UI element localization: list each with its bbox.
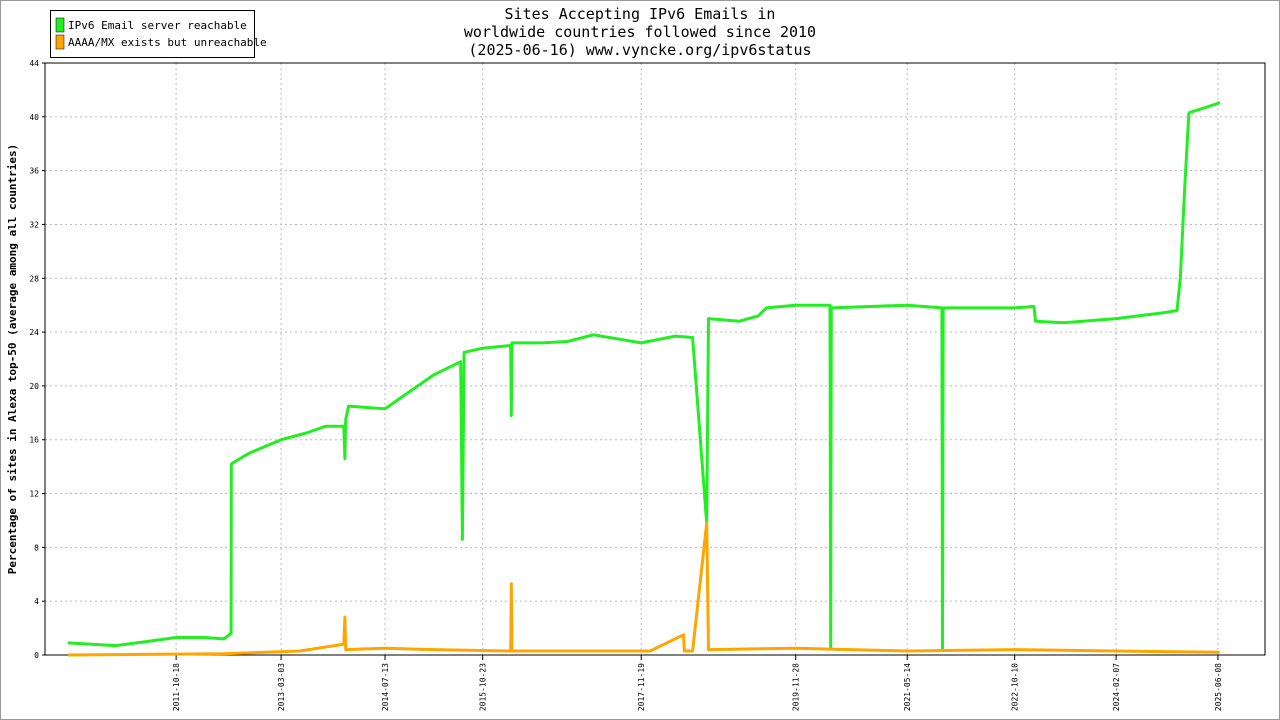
y-tick-label: 36 xyxy=(29,167,39,176)
y-tick-label: 44 xyxy=(29,59,39,68)
data-line xyxy=(67,100,1221,650)
x-tick-label: 2024-02-07 xyxy=(1112,663,1121,711)
y-tick-label: 24 xyxy=(29,328,39,337)
legend-swatch xyxy=(55,34,65,50)
y-tick-label: 12 xyxy=(29,490,39,499)
x-tick-label: 2019-11-28 xyxy=(792,663,801,711)
x-tick-label: 2025-06-08 xyxy=(1214,663,1223,711)
chart-title: (2025-06-16) www.vyncke.org/ipv6status xyxy=(468,41,811,59)
y-tick-label: 8 xyxy=(34,543,39,552)
legend-label: AAAA/MX exists but unreachable xyxy=(68,36,267,49)
y-tick-label: 40 xyxy=(29,113,39,122)
x-tick-label: 2021-05-14 xyxy=(903,663,912,711)
y-tick-label: 0 xyxy=(34,651,39,660)
x-tick-label: 2013-03-03 xyxy=(277,663,286,711)
chart-title: Sites Accepting IPv6 Emails in xyxy=(505,5,776,23)
y-tick-label: 28 xyxy=(29,274,39,283)
y-tick-label: 32 xyxy=(29,220,39,229)
grid xyxy=(42,62,1265,660)
x-tick-label: 2014-07-13 xyxy=(381,663,390,711)
x-tick-label: 2015-10-23 xyxy=(479,663,488,711)
legend xyxy=(50,10,255,58)
chart-title: worldwide countries followed since 2010 xyxy=(464,23,816,41)
x-tick-label: 2017-11-19 xyxy=(637,663,646,711)
y-tick-label: 16 xyxy=(29,436,39,445)
plot-frame xyxy=(44,62,1266,656)
legend-items: IPv6 Email server reachable AAAA/MX exist… xyxy=(55,17,267,50)
data-line xyxy=(67,521,1220,657)
x-tick-label: 2011-10-18 xyxy=(172,663,181,711)
plot-area xyxy=(67,100,1221,657)
legend-label: IPv6 Email server reachable xyxy=(68,19,247,32)
x-tick-label: 2022-10-10 xyxy=(1011,663,1020,711)
y-axis-label: Percentage of sites in Alexa top-50 (ave… xyxy=(6,144,19,574)
legend-swatch xyxy=(55,17,65,33)
y-tick-label: 4 xyxy=(34,597,39,606)
y-tick-label: 20 xyxy=(29,382,39,391)
